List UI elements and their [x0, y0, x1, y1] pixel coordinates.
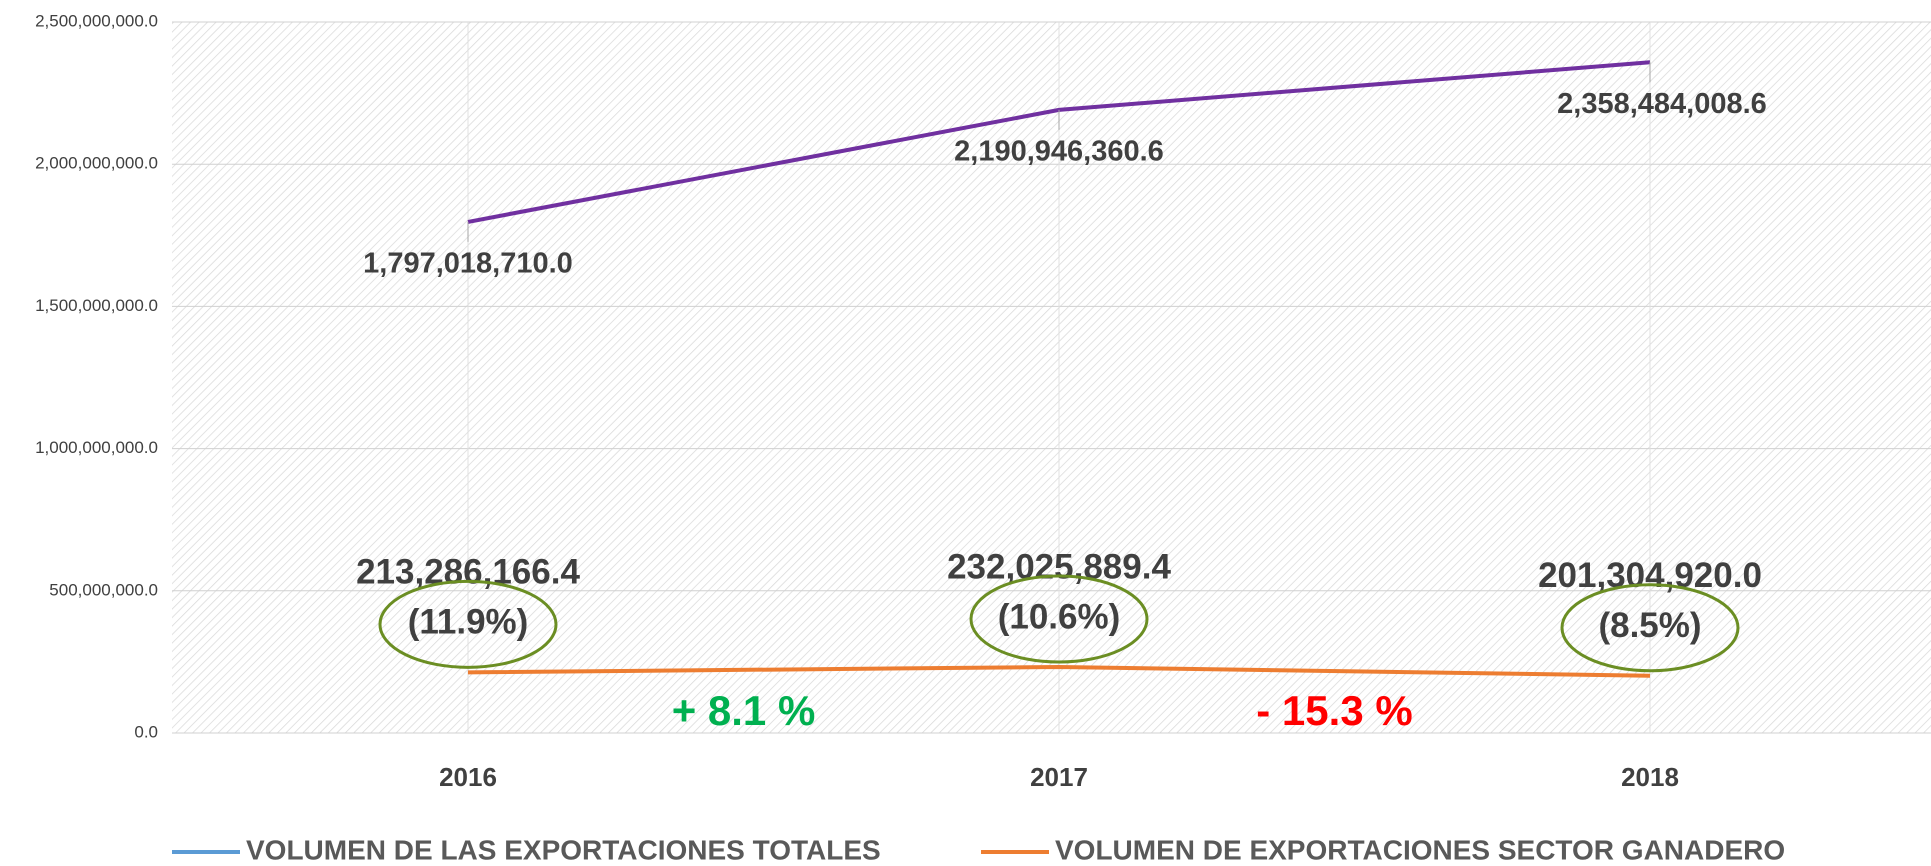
x-tick-label: 2018 [1621, 762, 1679, 792]
data-label: 232,025,889.4 [947, 547, 1171, 586]
highlight-ellipse [378, 579, 558, 669]
legend-label: VOLUMEN DE EXPORTACIONES SECTOR GANADERO [1055, 834, 1785, 865]
x-tick-label: 2017 [1030, 762, 1088, 792]
data-label: 213,286,166.4 [356, 553, 580, 592]
share-label: (11.9%) [408, 603, 529, 642]
x-tick-label: 2016 [439, 762, 497, 792]
y-tick-label: 0.0 [134, 722, 158, 741]
series-line [467, 665, 1651, 678]
highlight-ellipse [969, 574, 1149, 664]
y-tick-label: 1,500,000,000.0 [35, 296, 158, 315]
data-label: 201,304,920.0 [1538, 556, 1762, 595]
annotation: - 15.3 % [1256, 687, 1412, 734]
plot-background [172, 22, 1931, 733]
y-tick-label: 2,500,000,000.0 [35, 11, 158, 30]
data-label: 2,190,946,360.6 [954, 136, 1164, 168]
highlight-ellipse [1560, 583, 1740, 673]
y-tick-label: 500,000,000.0 [49, 580, 158, 599]
y-tick-label: 2,000,000,000.0 [35, 154, 158, 173]
annotation: + 8.1 % [672, 687, 816, 734]
data-label: 1,797,018,710.0 [363, 248, 573, 280]
data-label: 2,358,484,008.6 [1557, 88, 1767, 120]
y-tick-label: 1,000,000,000.0 [35, 438, 158, 457]
share-label: (10.6%) [998, 597, 1121, 636]
legend-label: VOLUMEN DE LAS EXPORTACIONES TOTALES [246, 834, 881, 865]
share-label: (8.5%) [1598, 606, 1701, 645]
